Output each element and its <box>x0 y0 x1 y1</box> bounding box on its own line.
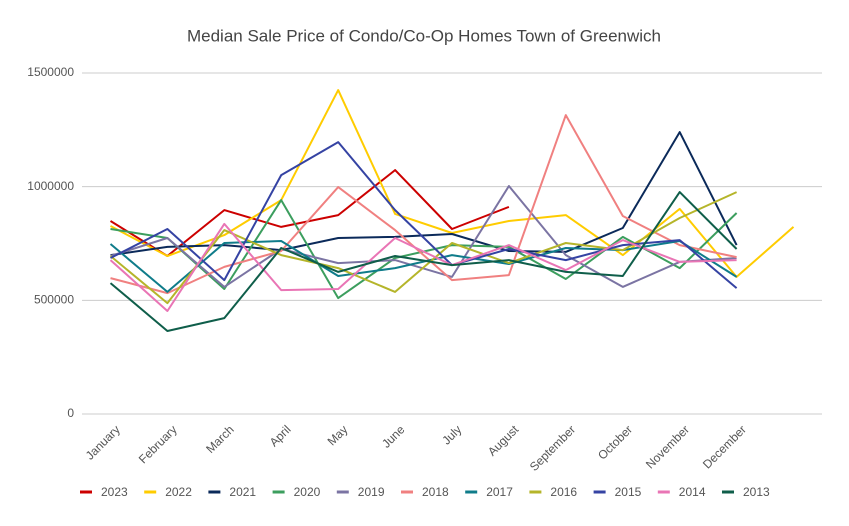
legend-label: 2019 <box>358 485 385 499</box>
x-tick-label: December <box>700 422 749 471</box>
legend-label: 2022 <box>165 485 192 499</box>
series-line <box>110 131 738 257</box>
x-tick-label: July <box>439 422 464 447</box>
x-tick-label: May <box>325 422 351 448</box>
x-tick-label: January <box>83 422 123 462</box>
legend-label: 2013 <box>743 485 770 499</box>
x-tick-label: February <box>136 422 180 466</box>
legend-label: 2017 <box>486 485 513 499</box>
legend-label: 2016 <box>550 485 577 499</box>
y-tick-label: 500000 <box>34 293 74 307</box>
y-tick-label: 1000000 <box>27 179 74 193</box>
x-tick-label: September <box>527 422 578 473</box>
x-tick-label: November <box>643 422 692 471</box>
x-tick-label: April <box>267 422 294 449</box>
legend-label: 2021 <box>229 485 256 499</box>
y-tick-label: 0 <box>67 406 74 420</box>
x-tick-label: March <box>203 422 236 455</box>
series-line <box>109 169 510 257</box>
chart-title: Median Sale Price of Condo/Co-Op Homes T… <box>187 26 661 45</box>
x-tick-label: October <box>595 422 635 462</box>
legend-label: 2015 <box>615 485 642 499</box>
series-line <box>109 191 738 332</box>
x-tick-label: June <box>379 422 408 451</box>
legend-label: 2014 <box>679 485 706 499</box>
series-line <box>109 240 738 293</box>
y-tick-label: 1500000 <box>27 65 74 79</box>
series-line <box>109 222 737 312</box>
x-tick-label: August <box>485 422 522 459</box>
legend-label: 2018 <box>422 485 449 499</box>
legend-label: 2023 <box>101 485 128 499</box>
legend-label: 2020 <box>294 485 321 499</box>
series-line <box>110 199 738 300</box>
